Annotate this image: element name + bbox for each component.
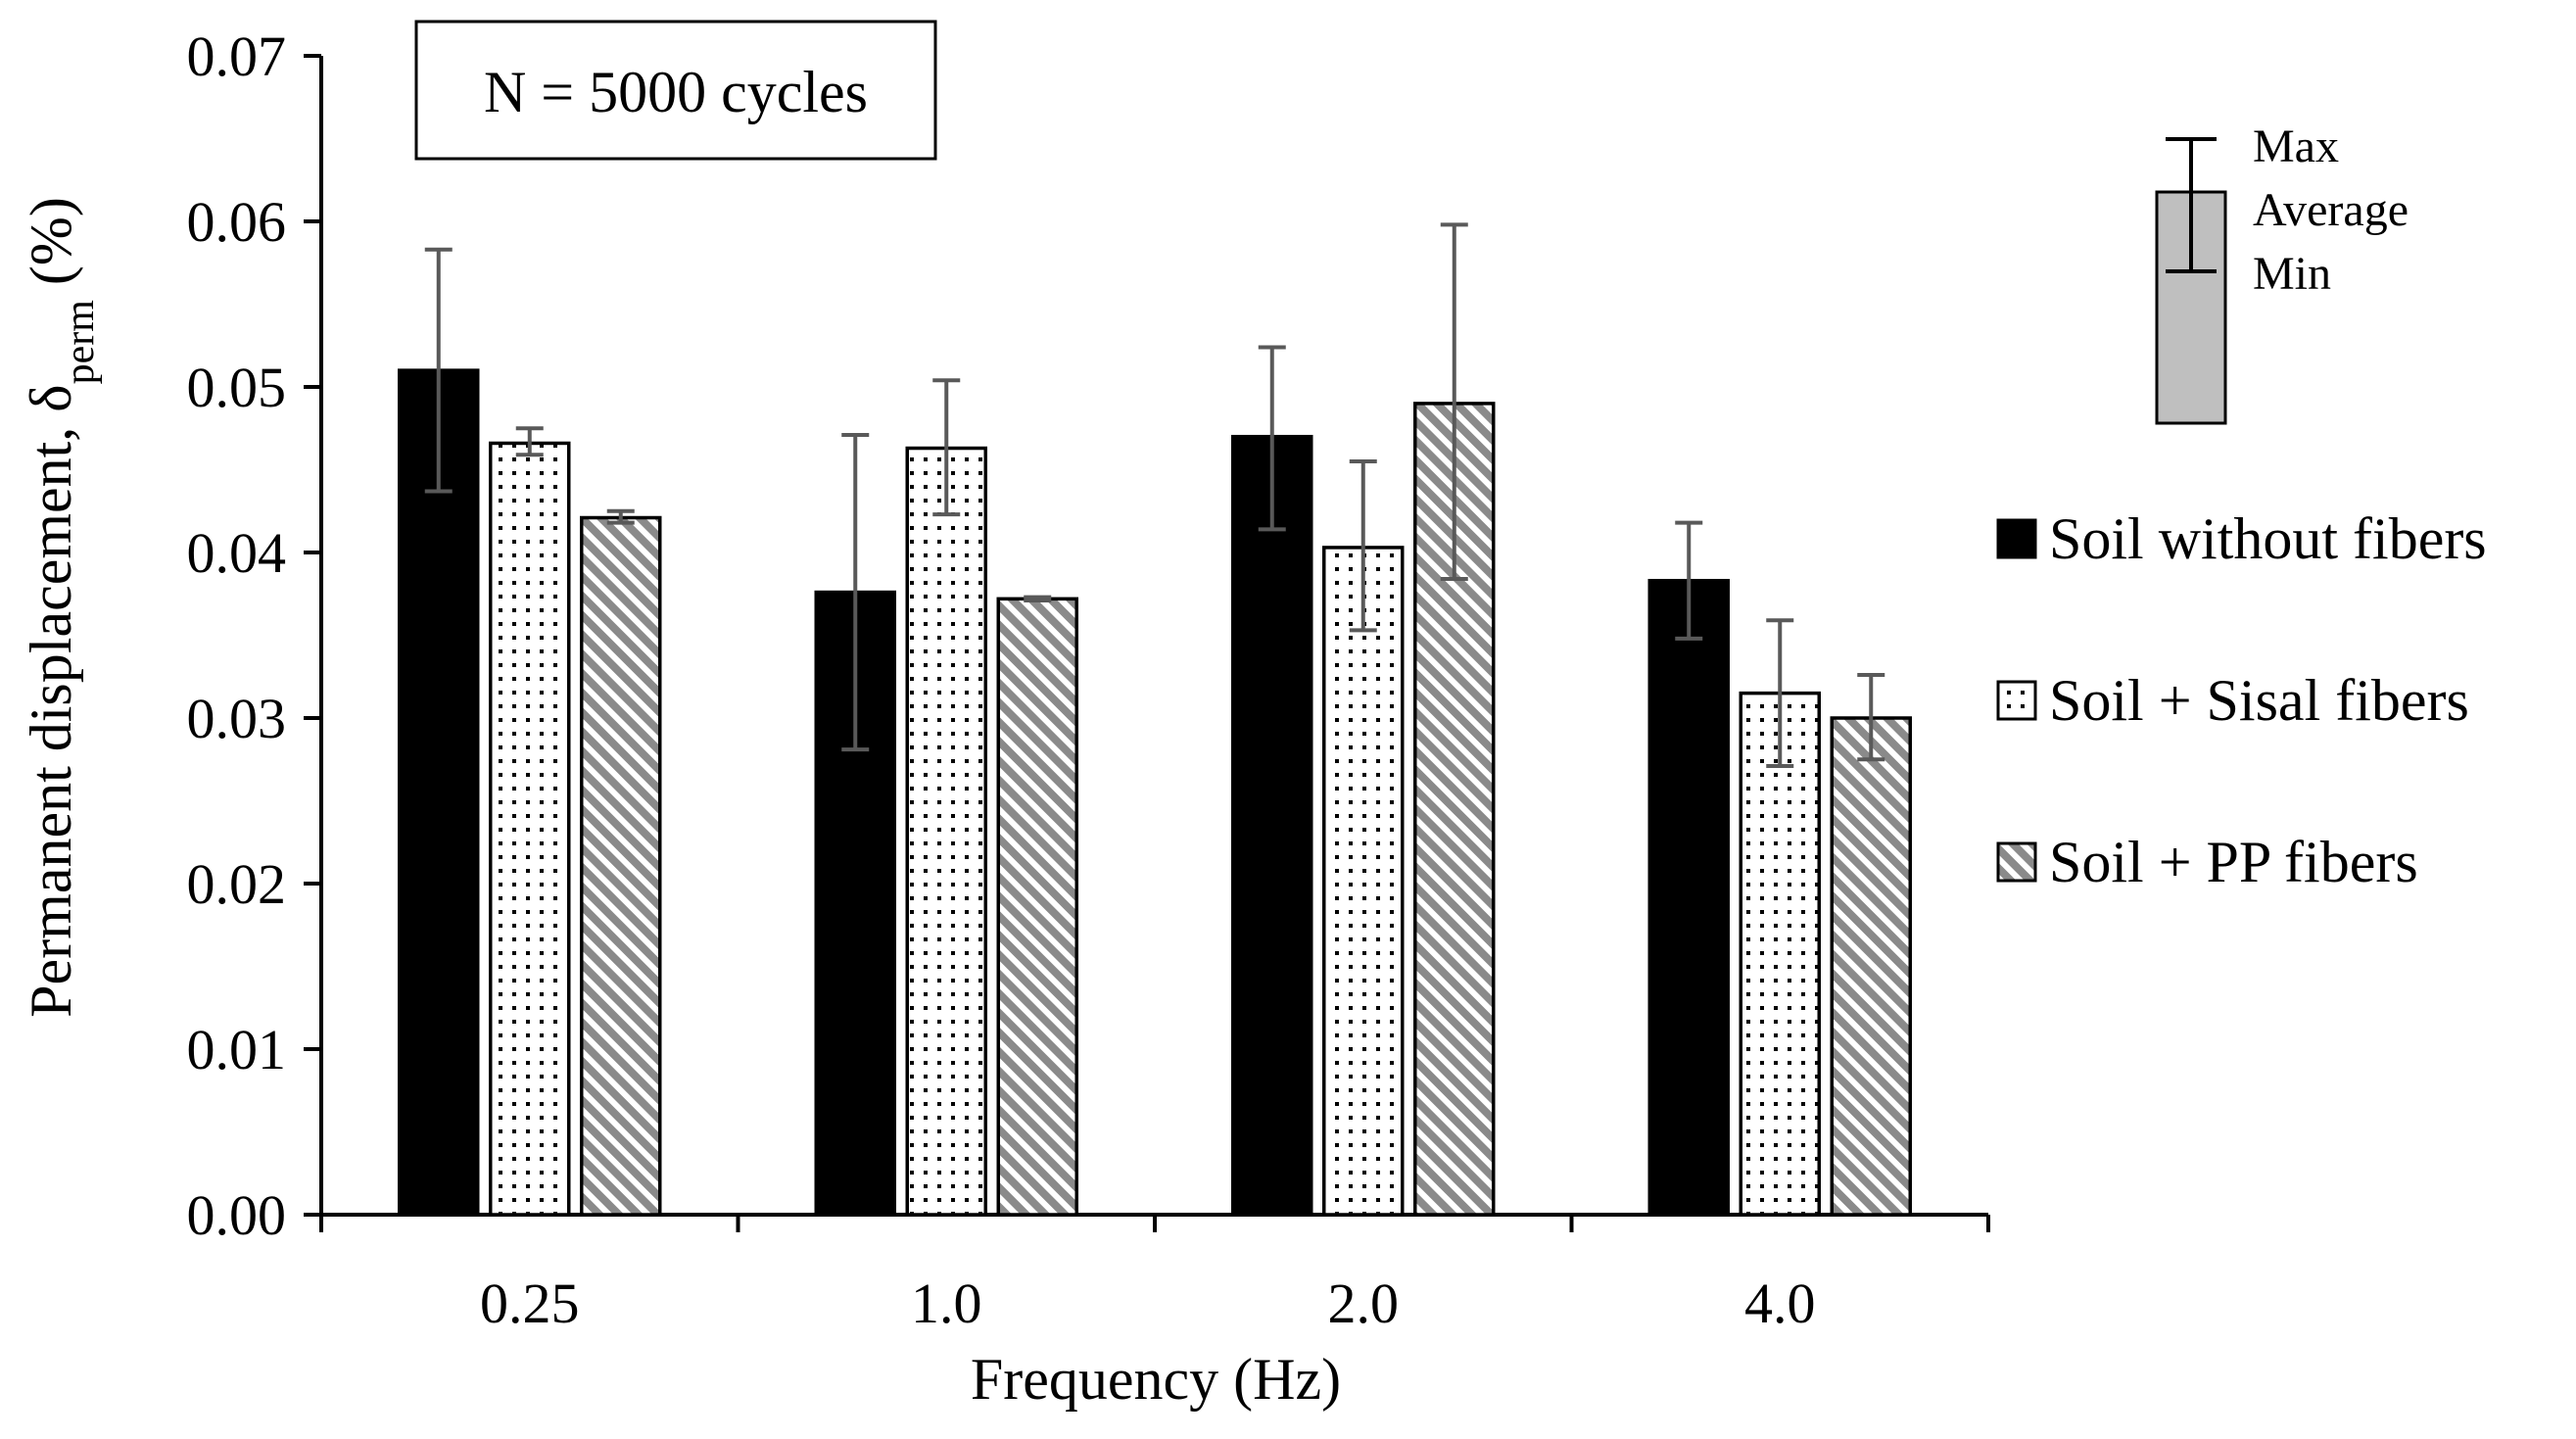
y-tick-label: 0.00 <box>187 1183 287 1247</box>
x-axis-title: Frequency (Hz) <box>971 1347 1341 1412</box>
y-tick-label: 0.04 <box>187 521 287 585</box>
error-bar-1-2 <box>841 433 870 752</box>
error-bar-1-4 <box>1675 520 1703 641</box>
x-tick-label: 0.25 <box>480 1271 580 1335</box>
y-tick-label: 0.05 <box>187 356 287 419</box>
error-bar-3-3 <box>1440 222 1468 582</box>
y-tick-label: 0.03 <box>187 687 287 750</box>
error-bar-3-4 <box>1857 673 1885 762</box>
bar-2-3 <box>1322 546 1405 1217</box>
y-tick-label: 0.06 <box>187 190 287 254</box>
x-tick-label: 2.0 <box>1328 1271 1400 1335</box>
error-key-max-label: Max <box>2253 120 2339 172</box>
error-bar-2-3 <box>1349 459 1377 633</box>
x-tick-label: 4.0 <box>1744 1271 1816 1335</box>
legend-swatch <box>1996 518 2037 559</box>
legend-swatch <box>1996 841 2037 883</box>
error-bar-3-2 <box>1024 595 1052 603</box>
bar-3-2 <box>996 597 1078 1217</box>
error-bar-2-4 <box>1766 618 1794 769</box>
annotation-box <box>414 20 937 161</box>
annotation-text: N = 5000 cycles <box>484 60 868 124</box>
y-tick-label: 0.02 <box>187 852 287 916</box>
y-tick-label: 0.07 <box>187 24 287 88</box>
bar-1-3 <box>1231 434 1313 1217</box>
error-bar-2-2 <box>932 378 961 517</box>
legend-label: Soil + PP fibers <box>2049 830 2418 894</box>
bar-1-1 <box>398 368 480 1217</box>
y-axis-title: Permanent displacement, δperm (%) <box>19 197 103 1018</box>
y-axis-title-main: Permanent displacement, δ <box>19 384 83 1017</box>
x-tick-label: 1.0 <box>911 1271 982 1335</box>
legend-label: Soil without fibers <box>2049 506 2487 571</box>
error-key-average-label: Average <box>2253 184 2409 236</box>
bar-3-1 <box>580 515 662 1217</box>
bar-3-4 <box>1830 716 1912 1217</box>
error-bar-1-3 <box>1258 345 1286 532</box>
legend-item-3: Soil + PP fibers <box>1996 830 2418 894</box>
error-key-min-label: Min <box>2253 248 2331 300</box>
legend-label: Soil + Sisal fibers <box>2049 668 2469 733</box>
bar-2-4 <box>1739 691 1821 1217</box>
error-bar-3-1 <box>606 508 635 525</box>
y-axis-title-sub: perm <box>58 300 103 385</box>
bar-2-2 <box>905 446 987 1217</box>
bar-2-1 <box>489 441 571 1217</box>
y-tick-label: 0.01 <box>187 1018 287 1081</box>
legend-item-2: Soil + Sisal fibers <box>1996 668 2469 733</box>
legend-item-1: Soil without fibers <box>1996 506 2487 571</box>
bar-1-4 <box>1647 578 1730 1217</box>
error-bar-2-1 <box>515 426 544 457</box>
error-bar-1-1 <box>424 247 453 494</box>
y-axis-title-unit: (%) <box>19 197 83 300</box>
legend-swatch <box>1996 680 2037 721</box>
